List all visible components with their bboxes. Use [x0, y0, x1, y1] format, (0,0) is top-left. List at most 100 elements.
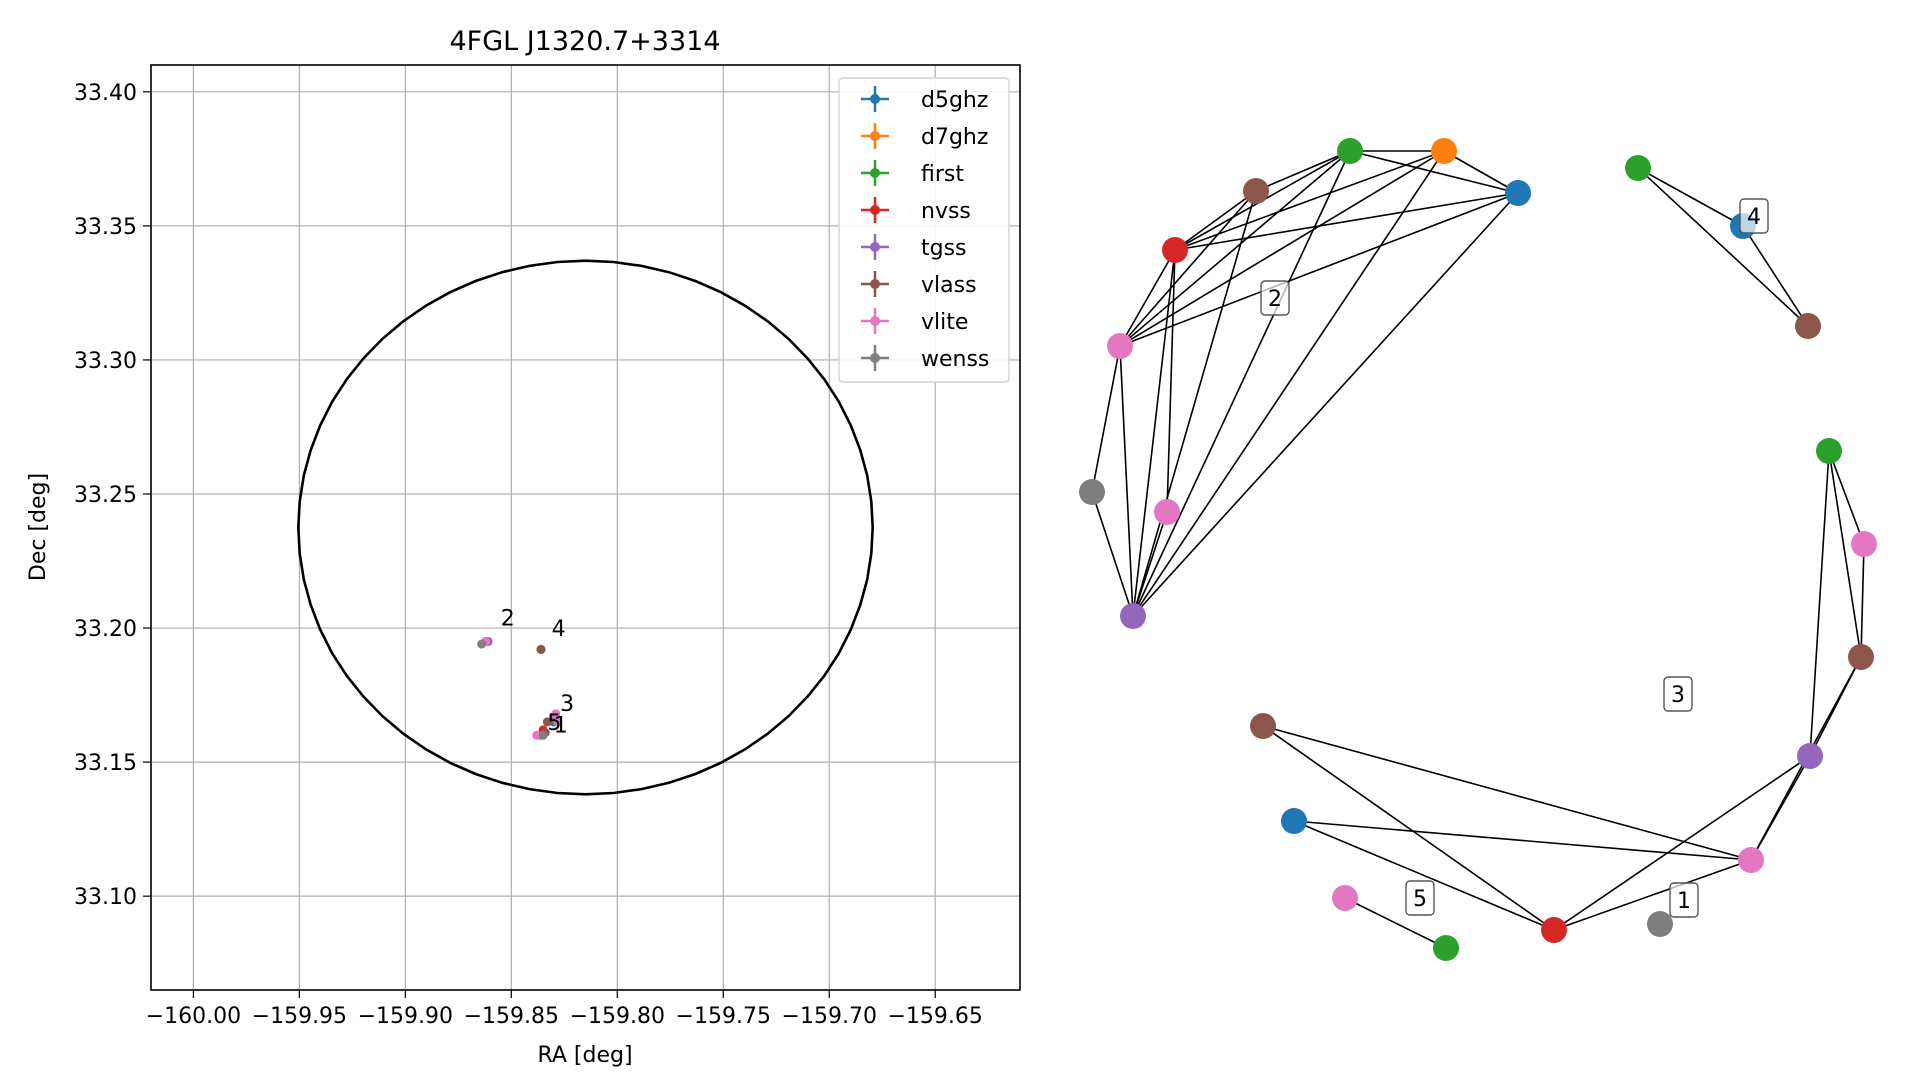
x-ticks: −160.00 −159.95 −159.90 −159.85 −159.80 −159.…: [146, 990, 983, 1029]
graph-node-d5ghz: [1281, 808, 1307, 834]
cluster-label: 1: [1677, 889, 1691, 914]
cluster-label-box: [1405, 880, 1435, 916]
graph-node-first: [1433, 935, 1459, 961]
graph-node-vlite: [1154, 499, 1180, 525]
graph-edge: [1174, 190, 1257, 251]
graph-edge: [1293, 820, 1555, 931]
graph-edge: [1443, 150, 1519, 194]
graph-node-tgss: [1797, 743, 1823, 769]
graph-edge: [1132, 190, 1257, 617]
legend-marker-vlite: [870, 316, 880, 326]
data-point-wenss: [477, 639, 487, 649]
x-tick-label: −159.85: [464, 1004, 559, 1029]
graph-edge: [1828, 450, 1862, 658]
graph-node-vlite: [1851, 531, 1877, 557]
graph-edge: [1119, 190, 1257, 347]
graph-edge: [1132, 249, 1176, 617]
edges-layer: [1091, 150, 1865, 949]
graph-node-first: [1625, 155, 1651, 181]
graph-edge: [1132, 511, 1168, 617]
source-annotation: 5: [547, 711, 561, 736]
legend-label-nvss: nvss: [921, 199, 971, 224]
nodes-layer: [1079, 138, 1877, 961]
legend-label-vlite: vlite: [921, 310, 968, 335]
graph-edge: [1828, 450, 1865, 545]
graph-edge: [1255, 150, 1351, 192]
graph-edge: [1262, 725, 1555, 931]
graph-edge: [1119, 345, 1134, 617]
x-tick-label: −159.65: [888, 1004, 983, 1029]
graph-edge: [1132, 150, 1351, 617]
graph-edge: [1174, 150, 1445, 251]
graph-node-vlite: [1738, 847, 1764, 873]
graph-edge: [1293, 820, 1752, 861]
graph-edge: [1344, 897, 1447, 949]
graph-node-nvss: [1162, 237, 1188, 263]
data-point-wenss: [538, 730, 548, 740]
y-tick-label: 33.25: [74, 483, 137, 508]
cluster-label: 4: [1747, 205, 1761, 230]
graph-node-first: [1337, 138, 1363, 164]
x-tick-label: −159.95: [252, 1004, 347, 1029]
x-tick-label: −159.90: [358, 1004, 453, 1029]
graph-node-vlass: [1848, 644, 1874, 670]
legend-box: [838, 77, 1010, 383]
chart-title: 4FGL J1320.7+3314: [449, 26, 720, 57]
x-tick-label: −159.75: [676, 1004, 771, 1029]
graph-edge: [1091, 345, 1121, 493]
x-tick-label: −160.00: [146, 1004, 241, 1029]
graph-node-nvss: [1541, 917, 1567, 943]
scatter-plot: 2 4 351 −160.00 −159.95 −159.90 −159.85 −159.8…: [26, 26, 1021, 1068]
ellipse-layer: [296, 259, 875, 796]
legend-marker-tgss: [870, 242, 880, 252]
graph-node-vlass: [1243, 178, 1269, 204]
graph-edge: [1119, 249, 1176, 347]
graph-edge: [1637, 167, 1744, 227]
y-tick-label: 33.40: [74, 81, 137, 106]
graph-edge: [1174, 192, 1519, 251]
graph-edge: [1553, 755, 1811, 931]
y-axis-label: Dec [deg]: [26, 473, 51, 581]
cluster-label-box: [1669, 882, 1699, 918]
source-annotation: 4: [552, 617, 566, 642]
graph-edge: [1119, 150, 1351, 347]
x-axis-label: RA [deg]: [537, 1043, 632, 1068]
graph-node-d7ghz: [1431, 138, 1457, 164]
graph-edge: [1119, 150, 1445, 347]
network-graph: 2 4 3 1 5: [1079, 138, 1877, 961]
graph-edge: [1166, 249, 1176, 513]
graph-edge: [1132, 192, 1519, 617]
error-ellipse: [296, 259, 875, 796]
graph-edge: [1860, 543, 1865, 658]
graph-node-wenss: [1647, 911, 1673, 937]
points-layer: [477, 636, 563, 740]
y-tick-label: 33.15: [74, 751, 137, 776]
cluster-label-layer: 2 4 3 1 5: [1260, 198, 1769, 918]
legend-marker-wenss: [870, 353, 880, 363]
cluster-label-box: [1739, 198, 1769, 234]
graph-edge: [1742, 225, 1809, 327]
y-tick-label: 33.10: [74, 885, 137, 910]
y-tick-label: 33.20: [74, 617, 137, 642]
legend-marker-d5ghz: [870, 94, 880, 104]
y-tick-label: 33.35: [74, 215, 137, 240]
cluster-label: 5: [1413, 887, 1427, 912]
x-tick-label: −159.80: [570, 1004, 665, 1029]
graph-edge: [1091, 491, 1134, 617]
legend-label-tgss: tgss: [921, 236, 967, 261]
legend-marker-nvss: [870, 205, 880, 215]
graph-node-vlite: [1107, 333, 1133, 359]
legend-label-first: first: [921, 162, 964, 187]
data-point-vlite: [532, 730, 542, 740]
graph-edge: [1637, 167, 1809, 327]
source-annotation: 2: [501, 606, 515, 631]
graph-node-d5ghz: [1505, 180, 1531, 206]
cluster-label: 2: [1268, 287, 1282, 312]
graph-edge: [1119, 192, 1519, 347]
graph-node-tgss: [1120, 603, 1146, 629]
legend-marker-d7ghz: [870, 131, 880, 141]
legend-label-d7ghz: d7ghz: [921, 125, 988, 150]
cluster-label-box: [1260, 280, 1290, 316]
graph-edge: [1132, 150, 1445, 617]
